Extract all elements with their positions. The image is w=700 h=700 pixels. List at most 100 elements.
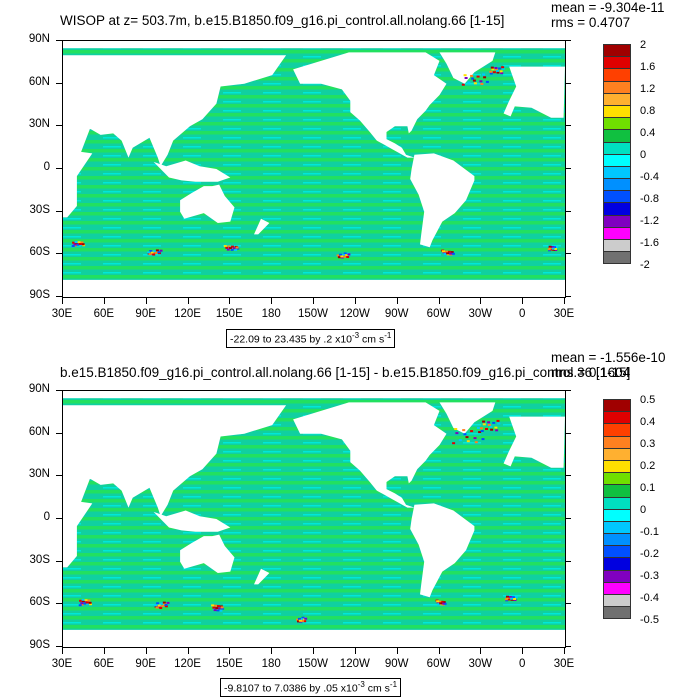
anomaly-speck (461, 83, 465, 86)
y-tick-label: 0 (43, 161, 50, 173)
anomaly-speck (485, 80, 489, 83)
anomaly-speck (479, 427, 483, 430)
contour-range-label: -9.8107 to 7.0386 by .05 x10-3 cm s-1 (220, 678, 402, 697)
anomaly-speck (213, 609, 217, 612)
anomaly-speck (478, 431, 482, 434)
y-tick-label: 60S (29, 246, 50, 259)
anomaly-speck (152, 253, 156, 256)
x-tick-mark (103, 648, 105, 654)
x-tick-mark (564, 298, 565, 304)
anomaly-speck (301, 616, 305, 619)
anomaly-speck (506, 595, 509, 598)
x-tick-label: 90E (135, 308, 156, 320)
anomaly-speck (150, 251, 154, 254)
colorbar-label: -0.3 (640, 569, 659, 582)
colorbar-label: 2 (640, 39, 647, 51)
y-tick-mark (56, 646, 62, 647)
y-tick-mark (565, 296, 571, 297)
anomaly-speck (74, 241, 78, 243)
x-tick-label: 180 (261, 308, 281, 320)
colorbar-label: 1.6 (640, 60, 656, 73)
australia-landmass (180, 184, 235, 223)
anomaly-speck (552, 248, 556, 251)
x-tick-mark (396, 648, 398, 654)
north-america-landmass (293, 52, 447, 158)
anomaly-speck (220, 606, 224, 609)
mean-value: mean = -1.556e-10 (551, 350, 666, 365)
x-tick-label: 120W (339, 308, 370, 320)
x-tick-label: 60E (93, 308, 115, 320)
y-tick-label: 60N (28, 425, 50, 438)
x-tick-mark (522, 298, 524, 304)
anomaly-speck (212, 606, 216, 609)
x-tick-mark (522, 648, 524, 654)
anomaly-speck (501, 67, 505, 70)
y-tick-mark (56, 603, 62, 605)
anomaly-speck (455, 432, 459, 435)
colorbar-label: 1.2 (640, 82, 656, 95)
anomaly-speck (226, 248, 230, 251)
anomaly-speck (87, 599, 91, 602)
mean-value: mean = -9.304e-11 (551, 0, 665, 15)
anomaly-speck (439, 602, 443, 605)
colorbar-label: -0.1 (640, 525, 659, 538)
europe-landmass (503, 66, 565, 118)
anomaly-speck (485, 428, 488, 430)
anomaly-speck (72, 241, 76, 244)
y-tick-mark (565, 168, 571, 169)
anomaly-speck (452, 442, 456, 445)
anomaly-speck (495, 68, 498, 71)
anomaly-speck (508, 596, 512, 598)
anomaly-speck (227, 245, 231, 248)
anomaly-speck (513, 598, 516, 600)
australia-landmass (180, 534, 235, 573)
anomaly-speck (480, 83, 484, 85)
anomaly-speck (166, 601, 170, 604)
x-tick-mark (354, 648, 356, 654)
x-tick-mark (229, 298, 231, 304)
y-tick-label: 30N (28, 118, 50, 131)
anomaly-speck (483, 76, 487, 79)
rms-value: rms = 0.1604 (551, 365, 631, 380)
y-tick-mark (56, 432, 62, 434)
anomaly-speck (446, 252, 450, 255)
anomaly-speck (476, 75, 480, 78)
colorbar-label: 0.4 (640, 126, 656, 139)
anomaly-speck (490, 66, 494, 69)
anomaly-speck (442, 601, 446, 604)
anomaly-speck (214, 604, 217, 607)
colorbar-label: -0.8 (640, 192, 659, 205)
anomaly-speck (454, 428, 458, 430)
anomaly-speck (473, 437, 477, 440)
x-tick-mark (564, 648, 565, 654)
x-tick-label: 150E (215, 658, 243, 670)
anomaly-speck (218, 607, 222, 610)
y-tick-label: 0 (43, 511, 50, 523)
y-tick-mark (565, 125, 571, 127)
anomaly-speck (86, 602, 90, 605)
y-tick-label: 90N (28, 383, 50, 395)
colorbar-label: -2 (640, 258, 650, 271)
x-tick-mark (354, 298, 356, 304)
anomaly-speck (482, 73, 486, 76)
colorbar (603, 44, 631, 265)
anomaly-speck (510, 597, 514, 600)
anomaly-speck (154, 252, 158, 254)
anomaly-speck (496, 419, 500, 422)
anomaly-speck (211, 604, 215, 607)
anomaly-speck (550, 246, 554, 248)
anomaly-speck (219, 609, 223, 612)
rms-value: rms = 0.4707 (551, 15, 631, 30)
y-tick-mark (56, 253, 62, 255)
anomaly-speck (155, 249, 159, 252)
anomaly-speck (551, 247, 555, 250)
anomaly-speck (228, 247, 232, 250)
anomaly-speck (340, 255, 344, 258)
x-tick-label: 0 (518, 308, 526, 320)
anomaly-speck (154, 604, 158, 607)
anomaly-speck (212, 608, 216, 611)
anomaly-speck (147, 251, 151, 254)
anomaly-speck (342, 253, 345, 256)
anomaly-speck (555, 246, 559, 249)
colorbar-label: 0.1 (640, 481, 656, 494)
